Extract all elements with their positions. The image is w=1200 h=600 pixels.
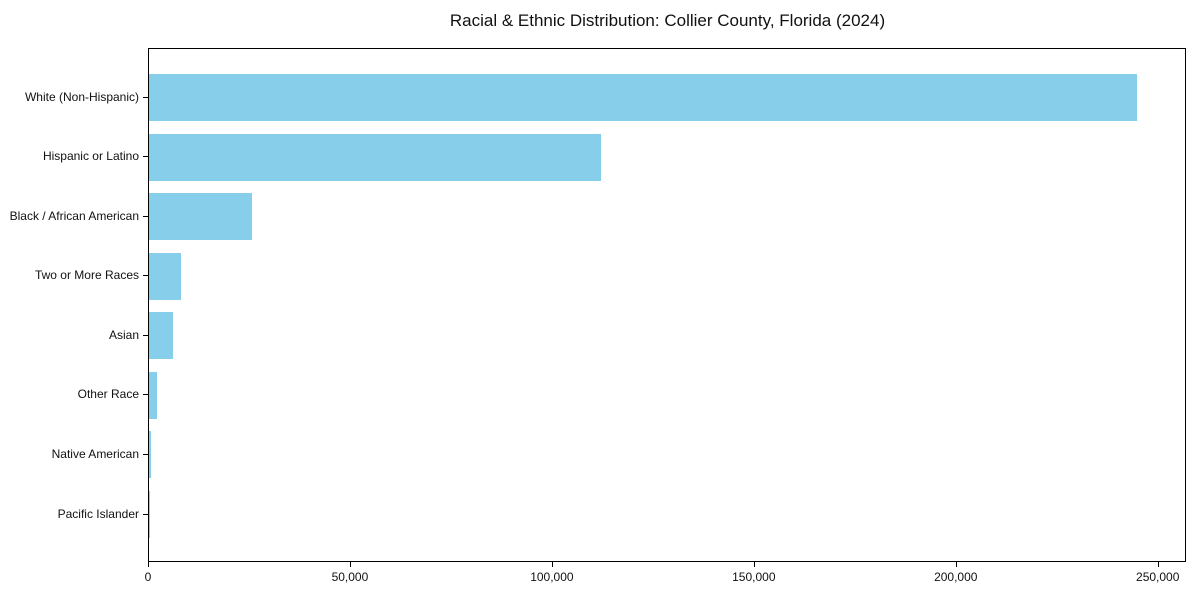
y-tick-label: Pacific Islander [57, 506, 139, 521]
plot-area [148, 48, 1186, 562]
y-tick-mark [143, 513, 148, 515]
x-tick-mark [148, 562, 149, 567]
y-tick-label: Hispanic or Latino [42, 149, 139, 164]
x-tick-mark [1157, 562, 1159, 567]
y-tick-label: Asian [108, 327, 139, 342]
bar [149, 193, 252, 241]
bar [149, 431, 151, 479]
bar [149, 371, 158, 419]
y-tick-mark [143, 453, 148, 455]
y-tick-mark [143, 334, 148, 336]
x-tick-label: 150,000 [732, 570, 776, 584]
y-tick-mark [143, 394, 148, 396]
y-tick-mark [143, 96, 148, 98]
x-tick-label: 250,000 [1136, 570, 1180, 584]
x-tick-label: 0 [144, 570, 152, 584]
y-tick-label: Black / African American [9, 208, 139, 223]
bar [149, 133, 602, 181]
x-tick-mark [349, 562, 351, 567]
x-tick-mark [753, 562, 755, 567]
y-tick-mark [143, 156, 148, 158]
y-tick-label: White (Non-Hispanic) [24, 89, 139, 104]
y-tick-label: Other Race [77, 387, 139, 402]
y-tick-label: Native American [51, 446, 139, 461]
x-tick-label: 50,000 [331, 570, 369, 584]
bar [149, 252, 181, 300]
x-tick-label: 100,000 [530, 570, 574, 584]
bar [149, 312, 174, 360]
bar [149, 74, 1137, 121]
x-tick-mark [955, 562, 957, 567]
x-tick-mark [551, 562, 553, 567]
y-tick-mark [143, 215, 148, 217]
chart-title: Racial & Ethnic Distribution: Collier Co… [449, 11, 886, 30]
x-tick-label: 200,000 [934, 570, 978, 584]
y-tick-mark [143, 275, 148, 277]
y-tick-label: Two or More Races [34, 268, 139, 283]
